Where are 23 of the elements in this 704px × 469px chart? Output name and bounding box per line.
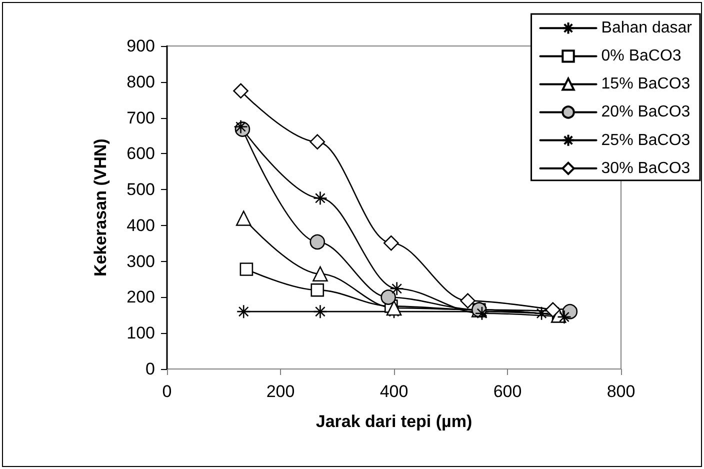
- y-tick-label: 500: [126, 180, 155, 200]
- y-tick-label: 0: [146, 360, 155, 378]
- legend-label: 25% BaCO3: [601, 132, 690, 149]
- y-tick-label: 900: [126, 36, 155, 56]
- y-tick-label: 400: [126, 216, 155, 235]
- x-tick-label: 600: [493, 382, 522, 401]
- y-tick-label: 100: [126, 324, 155, 343]
- x-tick-label: 0: [162, 382, 172, 401]
- y-tick-label: 600: [126, 144, 155, 164]
- x-tick-label: 400: [380, 382, 408, 401]
- y-tick-label: 200: [126, 288, 155, 307]
- x-tick-label: 800: [606, 382, 636, 401]
- x-tick-label: 200: [266, 382, 295, 401]
- y-tick-label: 700: [126, 108, 155, 128]
- legend-label: Bahan dasar: [601, 20, 693, 37]
- legend-label: 15% BaCO3: [601, 76, 690, 93]
- legend-label: 0% BaCO3: [601, 48, 682, 65]
- y-tick-label: 800: [126, 72, 155, 92]
- legend-label: 20% BaCO3: [601, 104, 690, 121]
- y-axis-title: Kekerasan (VHN): [91, 138, 110, 276]
- legend-label: 30% BaCO3: [601, 160, 690, 177]
- x-axis-title: Jarak dari tepi (µm): [316, 412, 472, 431]
- y-tick-label: 300: [126, 252, 155, 271]
